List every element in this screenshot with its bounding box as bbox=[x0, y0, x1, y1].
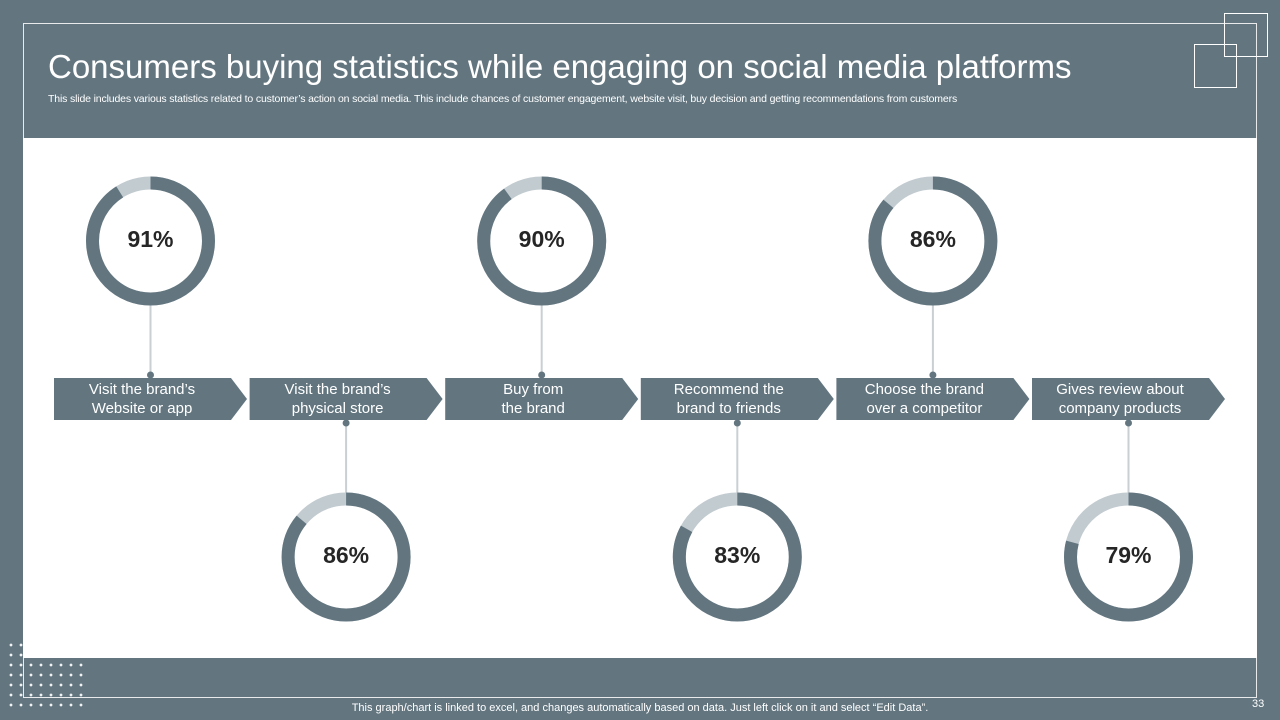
donut-percentage-label: 86% bbox=[323, 542, 370, 568]
process-step-label-line: physical store bbox=[291, 400, 384, 417]
process-step-label: Gives review about company products bbox=[1034, 380, 1206, 418]
slide-title: Consumers buying statistics while engagi… bbox=[48, 48, 1072, 85]
connector-dot bbox=[147, 371, 154, 379]
page-number: 33 bbox=[1252, 698, 1265, 710]
decorative-square bbox=[1194, 44, 1237, 88]
decorative-square bbox=[1224, 13, 1268, 57]
process-chevron bbox=[1032, 378, 1225, 420]
process-step-label-line: Website or app bbox=[91, 400, 193, 417]
process-chevron bbox=[836, 378, 1030, 420]
donut-percentage-label: 83% bbox=[714, 542, 761, 568]
donut-percentage-label: 79% bbox=[1105, 542, 1152, 568]
donut-value-arc bbox=[281, 492, 411, 622]
process-step-label-line: company products bbox=[1058, 400, 1182, 417]
process-step-label: Buy from the brand bbox=[447, 380, 619, 418]
process-chevron bbox=[249, 378, 443, 420]
footer-note: This graph/chart is linked to excel, and… bbox=[351, 702, 929, 714]
process-chevron bbox=[445, 378, 639, 420]
donut-percentage-label: 90% bbox=[518, 226, 565, 252]
donut-percentage-label: 91% bbox=[127, 226, 174, 252]
process-step-label: Visit the brand’s Website or app bbox=[56, 380, 228, 418]
process-chevron bbox=[54, 378, 247, 420]
process-step-label-line: the brand bbox=[501, 400, 565, 417]
process-step-label: Visit the brand’s physical store bbox=[252, 380, 424, 418]
process-step-label: Recommend the brand to friends bbox=[643, 380, 815, 418]
process-step-label-line: over a competitor bbox=[866, 400, 983, 417]
connector-dot bbox=[929, 371, 937, 379]
connector-dot bbox=[342, 419, 350, 427]
content-panel: 91% Visit the brand’s Website or app 86% Vis… bbox=[23, 138, 1257, 658]
donut-percentage-label: 86% bbox=[909, 226, 956, 252]
process-step-label-line: Visit the brand’s bbox=[88, 381, 196, 398]
process-step-label: Choose the brand over a competitor bbox=[838, 380, 1010, 418]
process-step-label-line: Gives review about bbox=[1056, 381, 1184, 398]
connector-dot bbox=[733, 419, 741, 427]
donut-value-arc bbox=[477, 176, 607, 306]
donut-value-arc bbox=[86, 176, 215, 306]
process-step-label-line: Buy from bbox=[503, 381, 564, 398]
process-step-label-line: Recommend the bbox=[673, 381, 784, 398]
process-chevron bbox=[640, 378, 834, 420]
donut-value-arc bbox=[868, 176, 998, 306]
donut-process-diagram bbox=[54, 176, 1225, 622]
connector-dot bbox=[1125, 419, 1132, 427]
process-step-label-line: Choose the brand bbox=[864, 381, 985, 398]
process-step-label-line: Visit the brand’s bbox=[284, 381, 391, 398]
slide-subtitle: This slide includes various statistics r… bbox=[48, 93, 958, 105]
donut-value-arc bbox=[672, 492, 802, 622]
connector-dot bbox=[538, 371, 546, 379]
donut-value-arc bbox=[1064, 492, 1193, 622]
process-step-label-line: brand to friends bbox=[676, 400, 781, 417]
